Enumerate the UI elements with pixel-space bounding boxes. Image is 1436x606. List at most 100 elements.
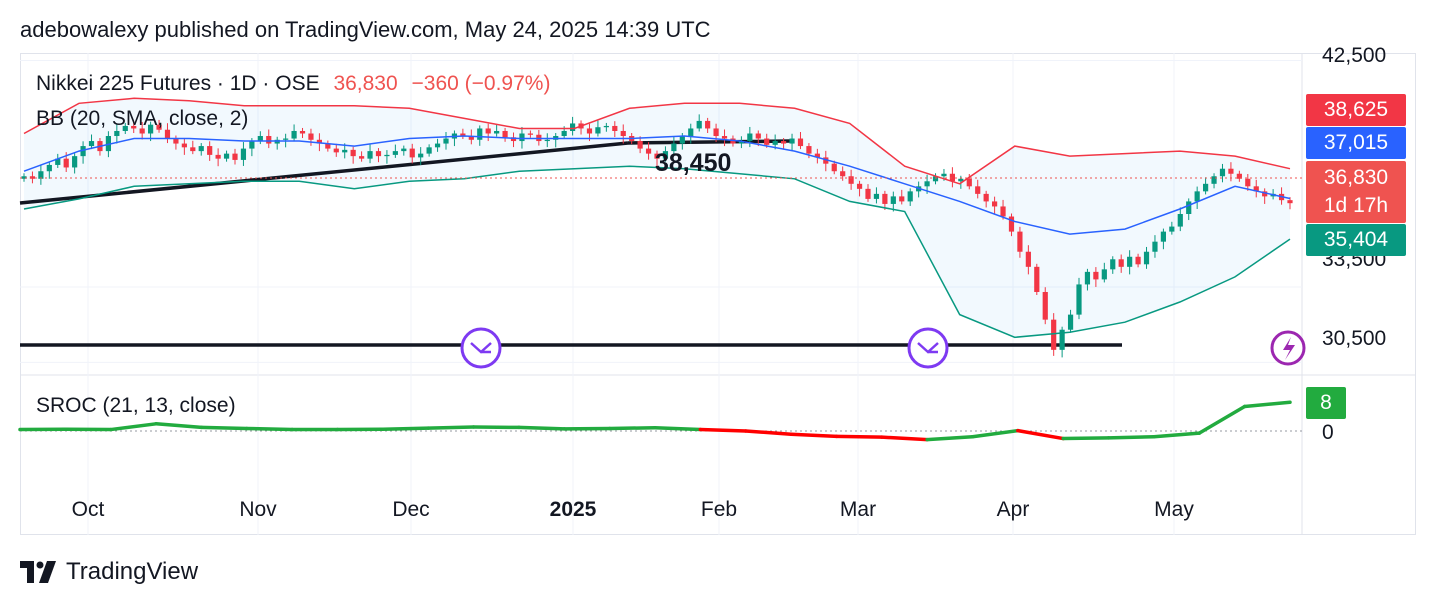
candle [831, 163, 837, 172]
candle [688, 128, 694, 137]
time-tick: Feb [701, 498, 737, 521]
candle [122, 125, 128, 131]
candle [468, 136, 474, 140]
candle [494, 130, 500, 134]
price-tick: 42,500 [1322, 44, 1386, 67]
sroc-segment [1152, 431, 1202, 439]
candle [1017, 231, 1023, 252]
candle [198, 146, 204, 152]
tradingview-footer[interactable]: TradingView [20, 558, 198, 586]
candle [367, 151, 373, 159]
candle [80, 146, 86, 157]
chart-frame [20, 53, 1416, 535]
candle [856, 183, 863, 189]
tradingview-logo-icon [20, 561, 56, 583]
candle [38, 171, 44, 179]
candle [983, 193, 989, 202]
candle [21, 176, 27, 179]
sroc-segment [245, 426, 294, 432]
candle [308, 133, 314, 140]
candle [992, 201, 998, 207]
brand-name: TradingView [66, 558, 199, 585]
symbol-legend[interactable]: Nikkei 225 Futures · 1D · OSE 36,830 −36… [36, 72, 550, 96]
candle [401, 148, 407, 152]
candle [114, 130, 120, 137]
candle [924, 181, 930, 187]
time-tick: 2025 [550, 498, 597, 521]
candle [1219, 168, 1226, 177]
candle [46, 164, 52, 172]
candle [215, 154, 221, 159]
candle [797, 138, 804, 147]
sroc-segment [743, 429, 793, 436]
candle [662, 151, 669, 159]
candle [966, 178, 972, 187]
candle [325, 143, 331, 149]
sroc-badge: 8 [1306, 387, 1346, 419]
candle [1169, 226, 1175, 232]
candle [1067, 314, 1074, 330]
candle [342, 149, 348, 153]
candle [679, 136, 685, 144]
candle [409, 148, 415, 158]
sroc-segment [381, 426, 430, 431]
sroc-legend[interactable]: SROC (21, 13, close) [36, 394, 236, 417]
lightning-icon[interactable] [1270, 330, 1306, 366]
sroc-segment [653, 426, 703, 432]
candle [595, 127, 601, 134]
candle [223, 153, 230, 159]
candle [848, 176, 854, 184]
bb-lower-badge: 35,404 [1306, 224, 1406, 256]
countdown: 1d 17h [1323, 194, 1389, 217]
candle [350, 149, 356, 157]
candle [1084, 271, 1091, 285]
candle [181, 143, 187, 148]
candle [949, 173, 955, 182]
sroc-segment [1106, 435, 1156, 440]
candle [570, 123, 576, 131]
sroc-segment [1197, 404, 1247, 435]
candle [781, 141, 787, 144]
bb-legend[interactable]: BB (20, SMA, close, 2) [36, 107, 249, 130]
candle [392, 151, 398, 155]
bb-fill [24, 98, 1290, 338]
sroc-segment [154, 422, 204, 430]
candle [1059, 329, 1065, 350]
publisher-line: adebowalexy published on TradingView.com… [20, 17, 711, 42]
event-icon-1[interactable] [460, 327, 502, 369]
candle [1211, 176, 1217, 184]
candle [561, 130, 567, 137]
candle [772, 141, 778, 145]
candle [190, 147, 196, 152]
candle [434, 143, 441, 148]
candle [1118, 259, 1124, 267]
candle [139, 128, 145, 134]
candle [249, 141, 255, 149]
candle [359, 156, 365, 159]
candle [418, 153, 424, 158]
time-tick: Mar [840, 498, 876, 521]
trendline-rising [19, 141, 629, 205]
sroc-segment [607, 426, 657, 431]
sroc-segment [834, 434, 884, 439]
annotation-38450: 38,450 [655, 149, 731, 177]
candle [612, 125, 618, 131]
sroc-segment [517, 425, 567, 431]
candle [1160, 231, 1166, 242]
sroc-segment [1061, 436, 1111, 441]
price-tick: 30,500 [1322, 327, 1386, 350]
candle [1203, 183, 1209, 192]
candle [88, 141, 95, 147]
candle [502, 130, 508, 138]
last-price-value: 36,830 [333, 72, 398, 95]
event-icon-2[interactable] [907, 327, 949, 369]
candle [873, 193, 880, 199]
candle [907, 191, 913, 202]
sroc-segment [970, 428, 1020, 439]
candle [1236, 173, 1242, 179]
candle [890, 196, 896, 204]
candle [738, 141, 744, 144]
candle [654, 153, 660, 159]
sroc-segment [789, 432, 839, 439]
